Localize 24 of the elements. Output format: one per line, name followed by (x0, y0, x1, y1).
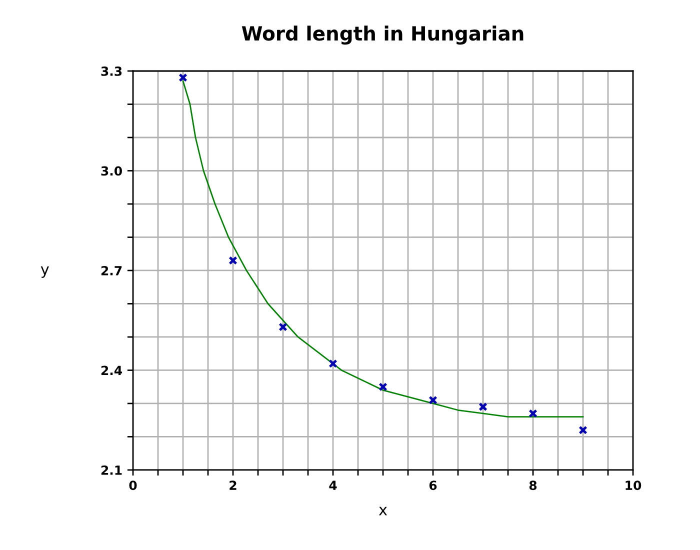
y-tick-label: 3.0 (101, 166, 122, 176)
point (428, 396, 438, 405)
point (478, 402, 488, 412)
y-tick-label: 2.4 (101, 366, 122, 375)
chart-title: Word length in Hungarian (242, 26, 524, 45)
y-tick-label: 2.7 (101, 266, 122, 276)
y-tick-label: 3.3 (101, 66, 122, 76)
point (228, 256, 238, 265)
point (328, 359, 338, 368)
x-tick-label: 8 (529, 480, 537, 490)
x-axis-title: x (378, 506, 388, 516)
y-tick-label: 2.1 (101, 465, 122, 475)
x-tick-label: 0 (129, 480, 137, 490)
point (378, 382, 388, 392)
line-series (182, 80, 584, 418)
x-tick-label: 4 (329, 480, 337, 490)
x-tick-label: 2 (230, 480, 236, 490)
point (278, 322, 288, 332)
point (178, 73, 188, 82)
y-axis-title: y (40, 266, 49, 278)
x-tick-label: 10 (626, 480, 642, 490)
point (528, 409, 538, 418)
x-tick-label: 6 (429, 480, 437, 490)
point (578, 426, 588, 434)
